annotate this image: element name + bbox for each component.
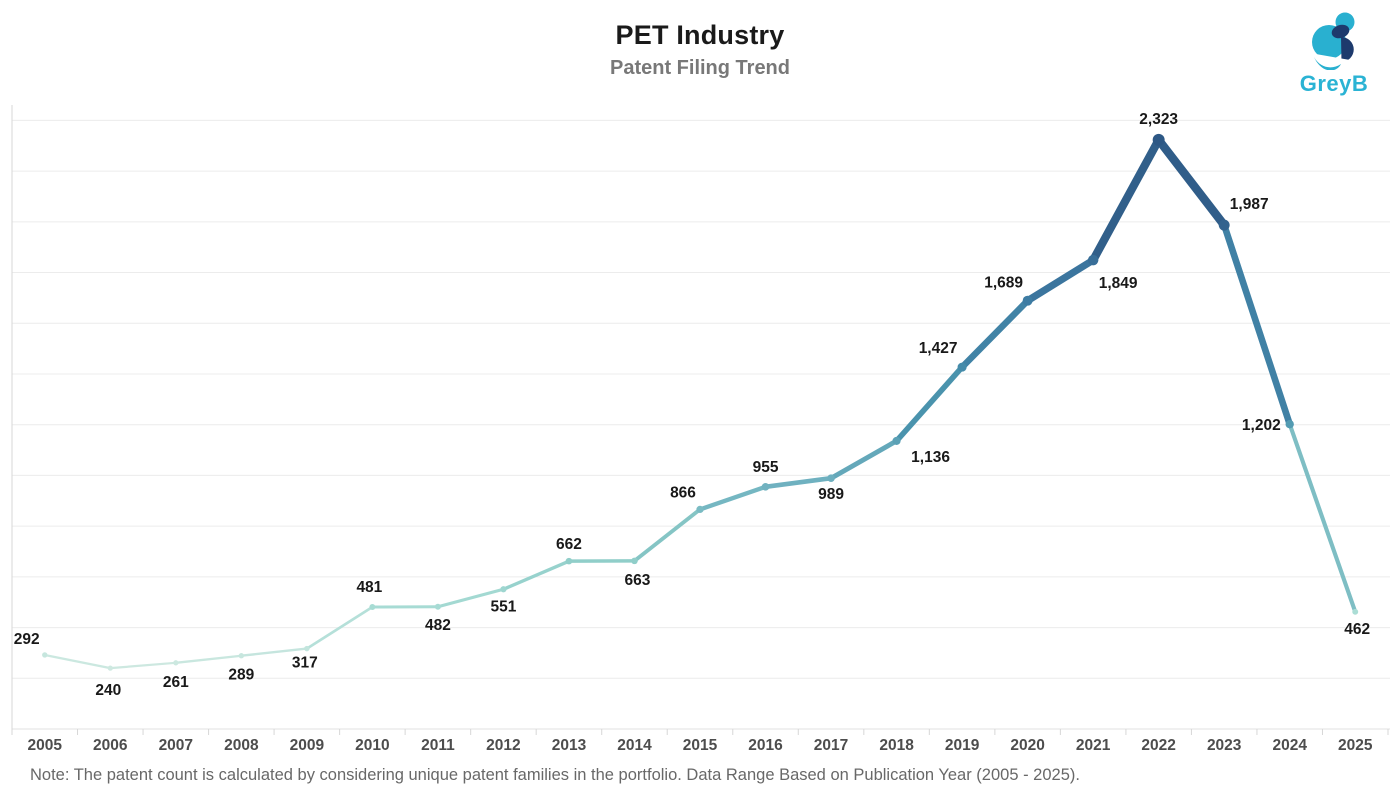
footnote: Note: The patent count is calculated by … [30,766,1080,784]
chart-header: PET Industry Patent Filing Trend [0,20,1400,80]
x-axis-label-2019: 2019 [945,737,980,754]
page-subtitle: Patent Filing Trend [609,57,790,79]
x-axis-label-2008: 2008 [224,737,259,754]
x-axis-label-2020: 2020 [1010,737,1044,754]
x-axis-label-2024: 2024 [1272,737,1307,754]
x-axis-label-2017: 2017 [814,737,848,754]
value-label-2005: 292 [14,631,40,648]
chart-line-segment [240,647,309,657]
greyb-logo-icon [1310,12,1355,71]
value-label-2007: 261 [163,674,189,691]
value-label-2012: 551 [490,598,516,615]
value-label-2015: 866 [670,484,696,501]
chart-point-2011[interactable] [434,603,441,610]
x-axis-label-2021: 2021 [1076,737,1111,754]
chart-line-segment [501,559,571,591]
chart-point-2020[interactable] [1022,295,1033,306]
chart-line-segment [436,587,505,609]
chart-line-segment [893,364,965,444]
value-label-2024: 1,202 [1242,417,1281,434]
chart-line-segment [958,297,1031,371]
value-label-2013: 662 [556,536,582,553]
x-axis-label-2022: 2022 [1141,737,1175,754]
x-axis-label-2010: 2010 [355,737,389,754]
chart-line-segment [109,661,177,670]
x-axis-label-2015: 2015 [683,737,718,754]
value-label-2008: 289 [228,667,254,684]
chart-line-segment [174,654,243,664]
x-axis-label-2012: 2012 [486,737,520,754]
value-label-2025: 462 [1344,621,1370,638]
x-axis-label-2016: 2016 [748,737,783,754]
chart-point-2023[interactable] [1218,219,1230,231]
x-axis-label-2009: 2009 [290,737,325,754]
x-axis-label-2006: 2006 [93,737,128,754]
value-label-2018: 1,136 [911,449,950,466]
chart-point-2016[interactable] [761,483,770,491]
value-label-2023: 1,987 [1230,196,1269,213]
chart-point-2008[interactable] [238,653,245,659]
greyb-wordmark: GreyB [1299,71,1369,96]
value-label-2021: 1,849 [1099,275,1138,292]
x-axis-label-2023: 2023 [1207,737,1242,754]
page-title: PET Industry [615,20,785,50]
chart-point-2006[interactable] [107,665,113,671]
chart-point-2022[interactable] [1152,133,1165,146]
chart-line-segment [828,438,900,481]
x-axis-label-2018: 2018 [879,737,914,754]
greyb-logo: GreyB [1294,8,1374,97]
value-label-2016: 955 [753,459,779,476]
chart-point-2021[interactable] [1087,254,1099,266]
value-label-2011: 482 [425,617,451,634]
value-label-2017: 989 [818,486,844,503]
chart-point-2012[interactable] [500,586,507,593]
chart-line-segment [697,484,768,512]
chart-point-2014[interactable] [631,557,638,565]
x-axis-label-2007: 2007 [159,737,193,754]
value-label-2019: 1,427 [919,340,958,357]
chart-point-2010[interactable] [369,604,376,611]
patent-filing-trend-chart: 292 240 261 289 317 481 482 551 662 663 866 955 989 1… [11,105,1390,754]
chart-point-2007[interactable] [173,660,179,666]
chart-line-segment [43,653,112,670]
chart-line-segment [305,605,374,650]
chart-line-segment [1220,221,1294,428]
chart-point-2019[interactable] [957,362,967,372]
x-axis-label-2013: 2013 [552,737,587,754]
chart-point-2009[interactable] [304,645,310,652]
chart-line-segment [763,475,834,490]
chart-line-segment [1154,135,1229,230]
x-axis-label-2011: 2011 [421,737,455,754]
value-label-2010: 481 [356,579,382,596]
chart-point-2024[interactable] [1285,420,1294,429]
chart-point-2015[interactable] [696,505,704,514]
value-label-2014: 663 [625,572,651,589]
x-axis-label-2025: 2025 [1338,737,1373,754]
chart-point-2025[interactable] [1352,608,1359,615]
chart-line-segment [632,507,702,563]
value-label-2009: 317 [292,655,318,672]
value-label-2020: 1,689 [984,275,1023,292]
x-axis-label-2005: 2005 [28,737,63,754]
chart-line-segment [1287,422,1358,614]
chart-line-segment [1024,256,1097,305]
chart-point-2013[interactable] [565,557,573,565]
chart-area: 292 240 261 289 317 481 482 551 662 663 866 955 989 1… [0,95,1400,763]
chart-point-2018[interactable] [892,436,901,445]
x-axis-label-2014: 2014 [617,737,652,754]
chart-point-2017[interactable] [827,474,835,483]
chart-line-segment [1089,135,1163,265]
value-label-2006: 240 [95,682,121,699]
chart-point-2005[interactable] [42,652,48,658]
value-label-2022: 2,323 [1139,111,1178,128]
